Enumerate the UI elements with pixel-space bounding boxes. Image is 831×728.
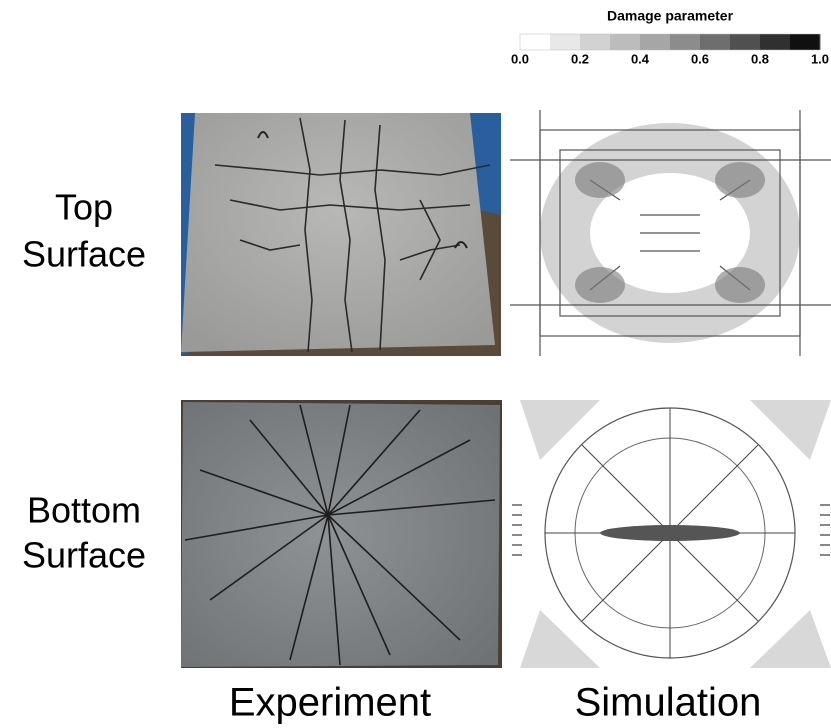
colorbar: 0.0 0.2 0.4 0.6 0.8 1.0	[511, 34, 829, 66]
colorbar-swatch	[640, 34, 671, 50]
row-label: Top	[55, 187, 113, 228]
row-label: Surface	[22, 535, 146, 576]
simulation-bottom	[510, 400, 831, 668]
colorbar-tick-label: 0.4	[631, 51, 650, 66]
colorbar-tick-label: 1.0	[811, 51, 829, 66]
row-label: Surface	[22, 234, 146, 275]
colorbar-swatch	[610, 34, 641, 50]
colorbar-swatch	[580, 34, 611, 50]
colorbar-swatch	[520, 34, 551, 50]
simulation-top	[510, 110, 831, 356]
colorbar-swatch	[700, 34, 731, 50]
photo-bottom	[181, 400, 502, 668]
colorbar-tick-label: 0.2	[571, 51, 589, 66]
colorbar-swatch	[730, 34, 761, 50]
colorbar-tick-label: 0.6	[691, 51, 709, 66]
row-label: Bottom	[27, 490, 141, 531]
column-label: Simulation	[575, 681, 762, 725]
photo-top	[181, 113, 501, 356]
figure: Damage parameter 0.00.20.40.60.81.0 Top …	[0, 0, 831, 728]
colorbar-swatch	[760, 34, 791, 50]
colorbar-tick-label: 0.8	[751, 51, 769, 66]
colorbar-swatch	[790, 34, 821, 50]
colorbar-swatch	[670, 34, 701, 50]
colorbar-title: Damage parameter	[607, 8, 734, 24]
column-label: Experiment	[229, 681, 431, 725]
colorbar-tick-label: 0.0	[511, 51, 529, 66]
colorbar-swatch	[550, 34, 581, 50]
